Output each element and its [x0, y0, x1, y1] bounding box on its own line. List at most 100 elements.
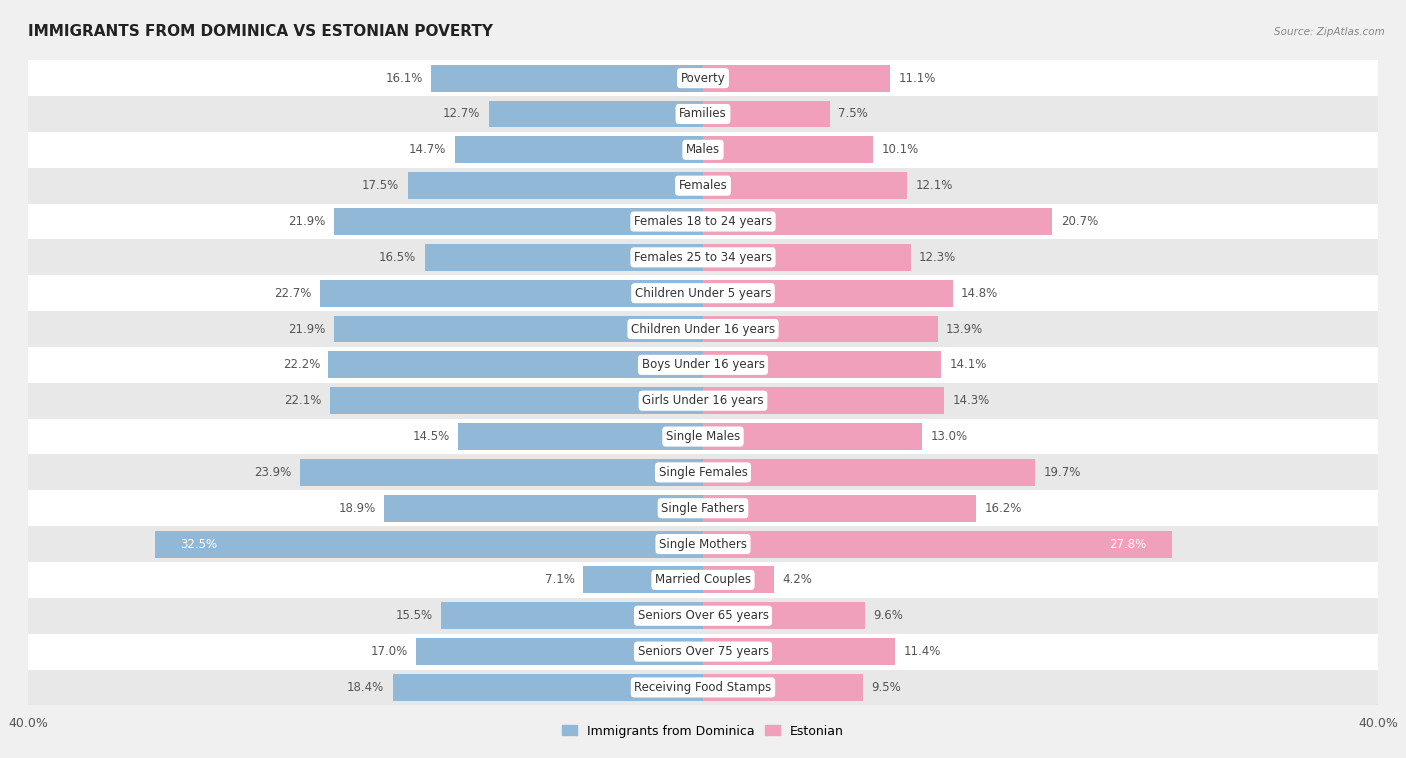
Bar [28, 418, 1378, 455]
Text: Females 25 to 34 years: Females 25 to 34 years [634, 251, 772, 264]
Bar [703, 531, 1173, 558]
Text: 22.7%: 22.7% [274, 287, 312, 299]
Bar [703, 387, 945, 414]
Text: Single Males: Single Males [666, 430, 740, 443]
Text: Males: Males [686, 143, 720, 156]
Text: 21.9%: 21.9% [288, 215, 325, 228]
Text: Families: Families [679, 108, 727, 121]
Bar [28, 311, 1378, 347]
Text: 17.5%: 17.5% [363, 179, 399, 193]
Bar [28, 96, 1378, 132]
Bar [703, 280, 953, 307]
Text: Receiving Food Stamps: Receiving Food Stamps [634, 681, 772, 694]
Text: 9.5%: 9.5% [872, 681, 901, 694]
Text: 16.5%: 16.5% [380, 251, 416, 264]
Bar [416, 638, 703, 665]
Text: 10.1%: 10.1% [882, 143, 920, 156]
Text: Married Couples: Married Couples [655, 573, 751, 587]
Bar [28, 562, 1378, 598]
Text: 14.5%: 14.5% [413, 430, 450, 443]
Bar [28, 669, 1378, 706]
Text: Females 18 to 24 years: Females 18 to 24 years [634, 215, 772, 228]
Text: 14.3%: 14.3% [953, 394, 990, 407]
Text: Girls Under 16 years: Girls Under 16 years [643, 394, 763, 407]
Text: Poverty: Poverty [681, 72, 725, 85]
Text: 27.8%: 27.8% [1109, 537, 1147, 550]
Text: 7.5%: 7.5% [838, 108, 868, 121]
Text: 22.2%: 22.2% [283, 359, 321, 371]
Text: 23.9%: 23.9% [254, 466, 291, 479]
Bar [384, 495, 703, 522]
Text: Single Mothers: Single Mothers [659, 537, 747, 550]
Bar [28, 204, 1378, 240]
Bar [155, 531, 703, 558]
Bar [28, 60, 1378, 96]
Text: Seniors Over 75 years: Seniors Over 75 years [637, 645, 769, 658]
Bar [28, 598, 1378, 634]
Text: IMMIGRANTS FROM DOMINICA VS ESTONIAN POVERTY: IMMIGRANTS FROM DOMINICA VS ESTONIAN POV… [28, 24, 494, 39]
Text: Females: Females [679, 179, 727, 193]
Text: Children Under 16 years: Children Under 16 years [631, 323, 775, 336]
Bar [458, 423, 703, 450]
Text: 20.7%: 20.7% [1060, 215, 1098, 228]
Bar [703, 603, 865, 629]
Text: 16.2%: 16.2% [984, 502, 1022, 515]
Bar [321, 280, 703, 307]
Text: Single Fathers: Single Fathers [661, 502, 745, 515]
Bar [489, 101, 703, 127]
Bar [333, 315, 703, 343]
Bar [432, 64, 703, 92]
Text: 9.6%: 9.6% [873, 609, 903, 622]
Bar [299, 459, 703, 486]
Bar [28, 240, 1378, 275]
Bar [408, 172, 703, 199]
Bar [441, 603, 703, 629]
Bar [28, 490, 1378, 526]
Text: 13.0%: 13.0% [931, 430, 967, 443]
Text: 22.1%: 22.1% [284, 394, 322, 407]
Bar [703, 315, 938, 343]
Text: 11.1%: 11.1% [898, 72, 936, 85]
Bar [28, 347, 1378, 383]
Text: 21.9%: 21.9% [288, 323, 325, 336]
Bar [583, 566, 703, 594]
Bar [333, 208, 703, 235]
Bar [703, 136, 873, 163]
Text: 19.7%: 19.7% [1043, 466, 1081, 479]
Bar [703, 495, 976, 522]
Text: 18.4%: 18.4% [347, 681, 384, 694]
Bar [28, 383, 1378, 418]
Bar [456, 136, 703, 163]
Text: 14.7%: 14.7% [409, 143, 447, 156]
Text: 7.1%: 7.1% [546, 573, 575, 587]
Text: Source: ZipAtlas.com: Source: ZipAtlas.com [1274, 27, 1385, 36]
Bar [703, 352, 941, 378]
Text: Children Under 5 years: Children Under 5 years [634, 287, 772, 299]
Text: 12.1%: 12.1% [915, 179, 953, 193]
Bar [703, 101, 830, 127]
Bar [703, 423, 922, 450]
Bar [28, 275, 1378, 311]
Text: 15.5%: 15.5% [396, 609, 433, 622]
Text: Single Females: Single Females [658, 466, 748, 479]
Legend: Immigrants from Dominica, Estonian: Immigrants from Dominica, Estonian [557, 719, 849, 743]
Bar [703, 459, 1035, 486]
Bar [28, 132, 1378, 168]
Bar [703, 244, 911, 271]
Bar [703, 638, 896, 665]
Text: 16.1%: 16.1% [385, 72, 423, 85]
Text: 14.1%: 14.1% [949, 359, 987, 371]
Bar [28, 455, 1378, 490]
Bar [703, 64, 890, 92]
Text: 12.7%: 12.7% [443, 108, 481, 121]
Bar [330, 387, 703, 414]
Text: Boys Under 16 years: Boys Under 16 years [641, 359, 765, 371]
Bar [28, 634, 1378, 669]
Bar [703, 172, 907, 199]
Text: 18.9%: 18.9% [339, 502, 375, 515]
Bar [392, 674, 703, 701]
Text: Seniors Over 65 years: Seniors Over 65 years [637, 609, 769, 622]
Bar [425, 244, 703, 271]
Bar [703, 566, 773, 594]
Text: 17.0%: 17.0% [371, 645, 408, 658]
